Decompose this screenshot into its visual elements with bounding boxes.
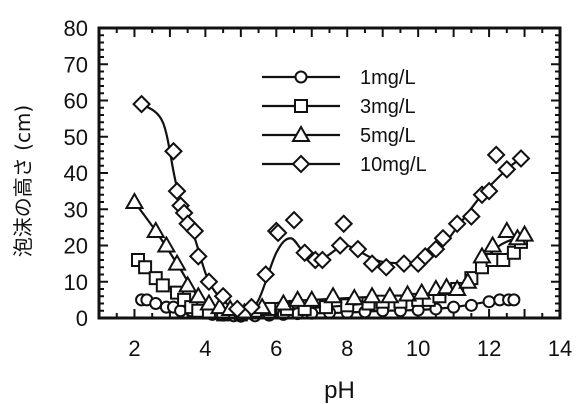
data-point-10mg-l <box>256 265 276 284</box>
data-point-10mg-l <box>167 181 187 201</box>
data-point-5mg-l <box>156 235 177 253</box>
legend-label-3mg-l: 3mg/L <box>360 96 416 118</box>
legend-label-5mg-l: 5mg/L <box>360 125 416 147</box>
legend-label-1mg-l: 1mg/L <box>360 67 416 89</box>
plot-frame <box>97 26 562 320</box>
x-tick-label: 4 <box>199 336 211 361</box>
data-point-10mg-l <box>348 239 368 259</box>
y-tick-label: 60 <box>64 89 88 114</box>
tick-labels-layer: 2 4 6 8 10 12 14 0 10 20 30 40 50 60 70 80 <box>64 16 573 361</box>
data-point-10mg-l <box>511 149 531 168</box>
y-tick-label: 10 <box>64 270 88 295</box>
data-point-5mg-l <box>188 286 209 304</box>
data-point-10mg-l <box>185 221 205 241</box>
data-point-3mg-l <box>496 253 511 267</box>
y-tick-label: 20 <box>64 234 88 259</box>
series-markers-layer <box>124 94 535 323</box>
data-point-5mg-l <box>167 253 187 271</box>
data-point-1mg-l <box>447 300 461 314</box>
data-point-5mg-l <box>380 286 400 304</box>
data-point-10mg-l <box>497 159 517 179</box>
y-tick-label: 40 <box>64 161 88 186</box>
data-point-5mg-l <box>287 289 308 307</box>
data-point-10mg-l <box>447 214 467 234</box>
y-tick-label: 0 <box>76 306 88 331</box>
data-point-10mg-l <box>188 246 208 266</box>
y-axis-label: 泡沫の高さ (cm) <box>11 105 35 257</box>
data-point-10mg-l <box>268 223 288 243</box>
x-tick-label: 10 <box>406 336 430 361</box>
data-point-3mg-l <box>138 260 153 275</box>
legend-marker-5mg-l <box>291 124 311 142</box>
data-point-5mg-l <box>497 220 517 238</box>
data-point-10mg-l <box>213 286 233 306</box>
data-point-10mg-l <box>433 228 453 248</box>
data-point-3mg-l <box>506 245 521 260</box>
legend: 1mg/L 3mg/L 5mg/L 10mg/L <box>262 67 427 176</box>
data-point-5mg-l <box>514 224 535 242</box>
data-point-5mg-l <box>362 286 382 304</box>
data-point-5mg-l <box>199 293 219 311</box>
x-axis-label: pH <box>324 377 355 404</box>
data-point-10mg-l <box>426 239 446 259</box>
x-tick-label: 12 <box>477 336 501 361</box>
data-point-10mg-l <box>199 272 219 292</box>
data-point-10mg-l <box>394 254 414 274</box>
y-tick-label: 50 <box>64 125 88 150</box>
data-point-10mg-l <box>242 297 261 317</box>
data-point-5mg-l <box>411 282 432 300</box>
data-point-10mg-l <box>415 246 435 266</box>
legend-marker-10mg-l <box>291 154 311 174</box>
data-point-10mg-l <box>312 250 332 270</box>
y-tick-label: 30 <box>64 197 88 222</box>
data-point-1mg-l <box>482 295 496 309</box>
data-point-10mg-l <box>334 214 354 234</box>
x-tick-label: 8 <box>341 336 353 361</box>
data-point-5mg-l <box>146 220 166 238</box>
data-point-5mg-l <box>397 284 418 302</box>
legend-marker-3mg-l <box>294 99 308 113</box>
x-tick-label: 14 <box>548 336 572 361</box>
data-point-10mg-l <box>330 236 350 255</box>
data-point-3mg-l <box>155 278 170 293</box>
x-tick-label: 6 <box>270 336 282 361</box>
data-point-10mg-l <box>486 145 506 165</box>
data-point-10mg-l <box>164 141 183 161</box>
data-point-5mg-l <box>482 235 503 253</box>
data-point-5mg-l <box>472 246 492 264</box>
data-point-10mg-l <box>362 254 382 274</box>
y-tick-label: 80 <box>64 16 88 41</box>
data-point-5mg-l <box>273 293 294 311</box>
data-point-5mg-l <box>344 288 365 306</box>
data-point-10mg-l <box>479 181 499 201</box>
data-point-10mg-l <box>132 94 151 114</box>
data-point-10mg-l <box>295 243 315 263</box>
data-point-10mg-l <box>461 207 481 226</box>
data-point-10mg-l <box>376 257 396 277</box>
data-point-1mg-l <box>464 298 478 312</box>
data-point-1mg-l <box>507 293 521 307</box>
data-point-5mg-l <box>323 286 343 304</box>
data-point-10mg-l <box>284 210 304 230</box>
data-point-5mg-l <box>209 297 230 315</box>
data-point-5mg-l <box>302 289 322 307</box>
x-tick-label: 2 <box>128 336 140 361</box>
legend-marker-1mg-l <box>294 70 308 84</box>
legend-label-10mg-l: 10mg/L <box>360 154 427 176</box>
data-point-5mg-l <box>436 277 457 295</box>
y-tick-label: 70 <box>64 52 88 77</box>
data-point-1mg-l <box>149 297 163 310</box>
data-point-5mg-l <box>124 191 145 209</box>
data-point-5mg-l <box>177 275 198 293</box>
data-point-5mg-l <box>458 271 478 289</box>
